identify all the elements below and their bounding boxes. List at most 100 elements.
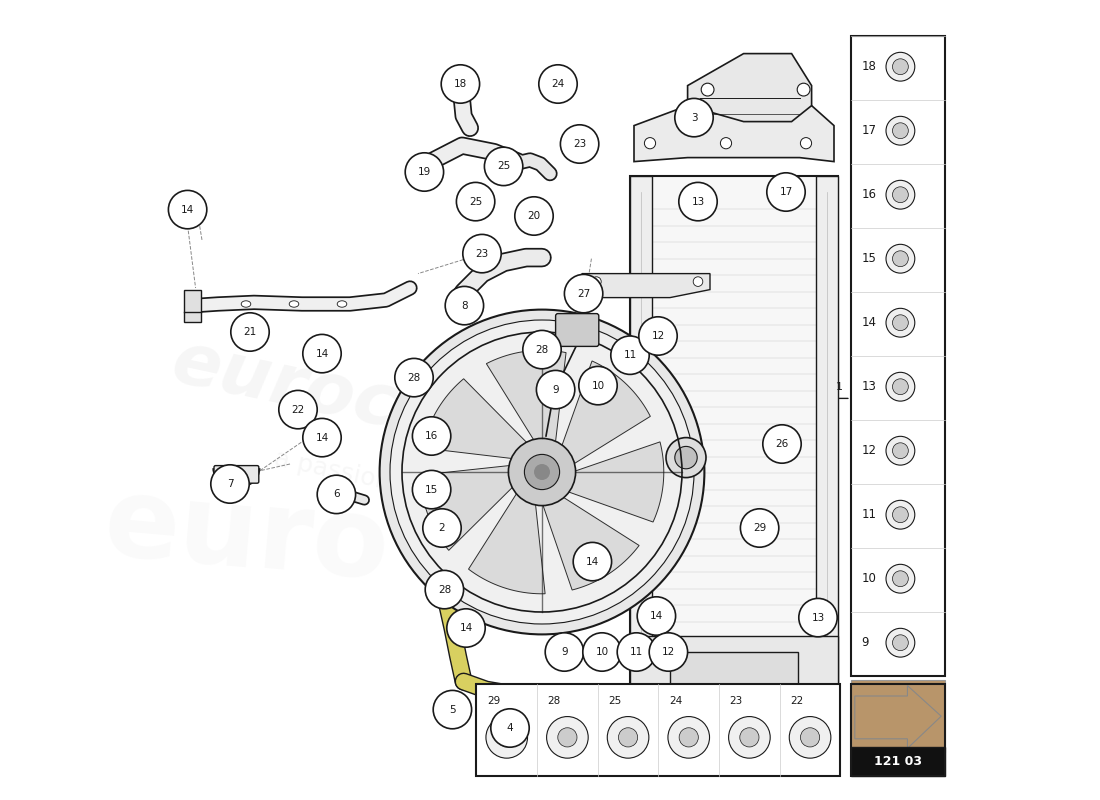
Circle shape: [886, 372, 915, 401]
Text: 26: 26: [776, 439, 789, 449]
Circle shape: [534, 464, 550, 480]
Circle shape: [892, 314, 909, 330]
Text: 28: 28: [407, 373, 420, 382]
Circle shape: [886, 308, 915, 337]
Circle shape: [674, 446, 697, 469]
Circle shape: [560, 125, 598, 163]
Circle shape: [525, 454, 560, 490]
Text: 16: 16: [861, 188, 877, 202]
Text: 10: 10: [595, 647, 608, 657]
Bar: [476, 684, 840, 776]
Circle shape: [412, 470, 451, 509]
Polygon shape: [420, 466, 515, 550]
Circle shape: [618, 728, 638, 747]
Text: 19: 19: [418, 167, 431, 177]
Circle shape: [390, 320, 694, 624]
Text: 27: 27: [578, 289, 591, 298]
Bar: [850, 746, 945, 776]
Text: 13: 13: [861, 380, 876, 394]
Circle shape: [537, 370, 575, 409]
Circle shape: [317, 475, 355, 514]
Circle shape: [302, 418, 341, 457]
Text: 13: 13: [692, 197, 705, 206]
Circle shape: [447, 609, 485, 647]
Text: 17: 17: [780, 187, 793, 197]
Circle shape: [886, 244, 915, 273]
Circle shape: [515, 197, 553, 235]
Text: 9: 9: [561, 647, 568, 657]
Polygon shape: [422, 378, 529, 459]
Text: 13: 13: [812, 613, 825, 622]
Bar: [630, 176, 838, 688]
Text: 4: 4: [507, 723, 514, 733]
Polygon shape: [561, 361, 650, 466]
Circle shape: [892, 442, 909, 458]
Circle shape: [610, 336, 649, 374]
Text: 20: 20: [527, 211, 540, 221]
Bar: [670, 652, 798, 688]
Circle shape: [740, 728, 759, 747]
Circle shape: [607, 717, 649, 758]
Text: 24: 24: [551, 79, 564, 89]
Bar: [184, 290, 201, 322]
Text: 23: 23: [729, 695, 743, 706]
Text: 14: 14: [460, 623, 473, 633]
Circle shape: [892, 59, 909, 74]
Circle shape: [892, 634, 909, 650]
Text: 11: 11: [624, 350, 637, 360]
Text: 14: 14: [586, 557, 600, 566]
Text: 11: 11: [630, 647, 644, 657]
Bar: [630, 176, 652, 688]
Circle shape: [168, 190, 207, 229]
Circle shape: [892, 123, 909, 138]
Circle shape: [886, 564, 915, 593]
Circle shape: [798, 83, 810, 96]
Text: 14: 14: [650, 611, 663, 621]
Circle shape: [379, 310, 704, 634]
Circle shape: [892, 507, 909, 522]
Circle shape: [497, 728, 516, 747]
Text: 12: 12: [861, 444, 877, 458]
Polygon shape: [486, 350, 566, 445]
Circle shape: [426, 570, 463, 609]
Text: 28: 28: [438, 585, 451, 594]
Text: 29: 29: [754, 523, 767, 533]
Text: euro: euro: [99, 470, 393, 602]
Circle shape: [639, 317, 678, 355]
Circle shape: [679, 182, 717, 221]
Polygon shape: [688, 54, 812, 122]
Text: a passion for cars since 1985: a passion for cars since 1985: [273, 446, 636, 546]
Circle shape: [422, 509, 461, 547]
Text: 28: 28: [536, 345, 549, 354]
Bar: [850, 680, 945, 752]
Circle shape: [446, 286, 484, 325]
Text: 15: 15: [861, 252, 876, 266]
Circle shape: [790, 717, 830, 758]
Text: 18: 18: [861, 60, 876, 74]
Text: 15: 15: [425, 485, 438, 494]
Circle shape: [546, 633, 584, 671]
Circle shape: [573, 542, 612, 581]
Bar: [850, 684, 945, 776]
Text: 22: 22: [292, 405, 305, 414]
FancyBboxPatch shape: [214, 466, 258, 483]
Text: 28: 28: [548, 695, 561, 706]
Circle shape: [412, 417, 451, 455]
Circle shape: [892, 570, 909, 586]
Circle shape: [645, 138, 656, 149]
Bar: [815, 176, 838, 688]
Circle shape: [886, 116, 915, 145]
Circle shape: [508, 438, 575, 506]
Text: 14: 14: [316, 349, 329, 358]
Text: 2: 2: [439, 523, 446, 533]
Circle shape: [886, 500, 915, 529]
Circle shape: [456, 182, 495, 221]
Text: 3: 3: [691, 113, 697, 122]
Text: 11: 11: [861, 508, 877, 522]
Circle shape: [395, 358, 433, 397]
Ellipse shape: [241, 301, 251, 307]
Circle shape: [231, 313, 270, 351]
Circle shape: [564, 274, 603, 313]
Polygon shape: [565, 442, 663, 522]
Text: 23: 23: [475, 249, 488, 258]
